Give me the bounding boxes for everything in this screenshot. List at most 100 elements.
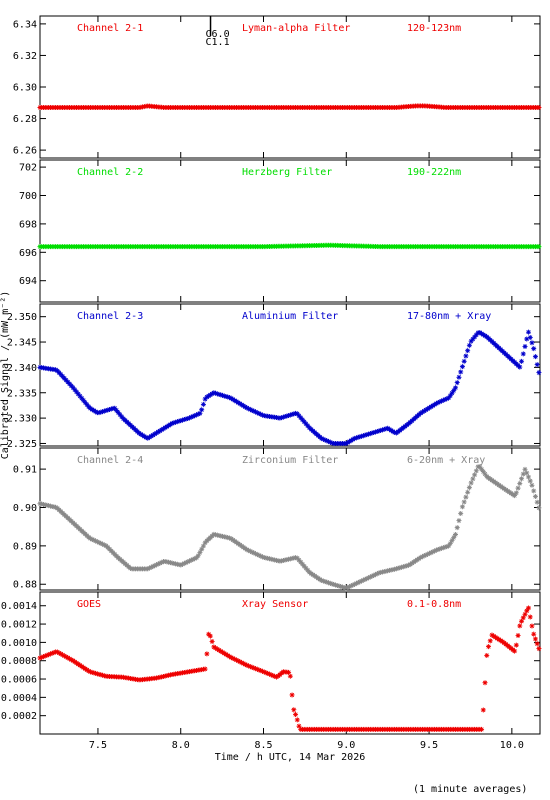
data-point — [390, 428, 396, 434]
data-point — [532, 636, 538, 642]
data-point — [513, 490, 519, 496]
data-point — [260, 668, 266, 674]
data-point — [456, 374, 462, 380]
data-point — [89, 669, 95, 675]
data-point — [525, 329, 531, 335]
data-point — [192, 413, 198, 419]
data-point — [178, 418, 184, 424]
data-point — [220, 392, 226, 398]
data-point — [492, 634, 498, 640]
data-point — [383, 426, 389, 432]
data-point — [301, 563, 307, 569]
data-point — [435, 400, 441, 406]
data-point — [204, 394, 210, 400]
data-point — [355, 580, 361, 586]
x-tick-label: 8.5 — [254, 740, 272, 751]
data-point — [96, 671, 102, 677]
data-point — [67, 656, 73, 662]
data-point — [244, 405, 250, 411]
data-point — [527, 478, 533, 484]
data-point — [300, 417, 305, 423]
data-point — [428, 404, 434, 410]
data-point — [153, 562, 159, 568]
data-point — [94, 671, 100, 677]
panel-filter-label: Zirconium Filter — [242, 455, 338, 466]
data-point — [247, 548, 253, 554]
data-point — [357, 434, 363, 440]
data-point — [527, 614, 533, 620]
data-point — [87, 536, 93, 542]
data-point — [472, 334, 478, 340]
data-point — [40, 654, 46, 660]
data-point — [393, 566, 399, 572]
data-point — [376, 428, 382, 434]
data-point — [280, 414, 286, 420]
data-point — [249, 407, 255, 413]
data-point — [180, 417, 186, 423]
data-point — [359, 578, 365, 584]
y-tick-label: 2.330 — [7, 414, 37, 425]
data-point — [235, 400, 241, 406]
data-point — [519, 476, 525, 482]
data-point — [324, 438, 330, 444]
data-point — [496, 636, 502, 642]
data-point — [534, 641, 540, 647]
data-point — [247, 664, 253, 670]
data-point — [367, 574, 373, 580]
data-point — [166, 423, 172, 429]
data-point — [246, 663, 252, 669]
data-point — [47, 651, 53, 657]
data-point — [289, 692, 295, 698]
data-point — [145, 566, 151, 572]
data-point — [79, 395, 85, 401]
data-point — [270, 673, 276, 679]
data-point — [54, 649, 60, 655]
panel-filter-label: Xray Sensor — [242, 599, 308, 610]
data-point — [324, 579, 330, 585]
panel-1: 6.26 6.28 6.30 6.32 6.34 Channel 2-1 Lyman-alp… — [13, 15, 542, 159]
data-point — [242, 404, 248, 410]
data-point — [418, 410, 424, 416]
y-tick-label: 2.350 — [7, 312, 37, 323]
data-point — [213, 645, 219, 651]
data-point — [44, 652, 50, 658]
data-point — [213, 390, 219, 396]
data-point — [253, 409, 259, 415]
y-tick-label: 2.340 — [7, 363, 37, 374]
data-point — [188, 414, 194, 420]
data-point — [459, 504, 465, 510]
data-point — [80, 397, 86, 403]
data-point — [58, 372, 64, 378]
panel-band-label: 6-20nm + Xray — [407, 455, 485, 466]
data-point — [527, 334, 533, 340]
data-point — [345, 584, 351, 590]
data-point — [446, 543, 452, 549]
data-point — [353, 580, 359, 586]
data-point — [87, 669, 93, 675]
data-point — [402, 563, 408, 569]
data-point — [190, 413, 196, 419]
data-point — [433, 401, 439, 407]
data-point — [258, 553, 264, 559]
data-point — [374, 428, 380, 434]
x-axis: 7.5 8.0 8.5 9.0 9.5 10.0 — [89, 740, 524, 751]
panel-5: 0.0002 0.0004 0.0006 0.0008 0.0010 0.0012 0.00… — [1, 591, 542, 735]
data-point — [373, 572, 379, 578]
data-point — [211, 390, 217, 396]
data-point — [477, 330, 483, 336]
data-point — [367, 431, 373, 437]
data-point — [385, 425, 391, 431]
data-point — [303, 421, 309, 427]
data-point — [444, 544, 450, 550]
data-point — [286, 412, 292, 418]
data-point — [72, 387, 78, 393]
data-point — [430, 549, 436, 555]
data-point — [336, 583, 342, 589]
data-point — [173, 419, 179, 425]
data-point — [350, 582, 356, 588]
data-point — [220, 649, 226, 655]
y-tick-label: 6.34 — [13, 19, 37, 30]
data-point — [461, 499, 467, 505]
data-point — [303, 565, 309, 571]
panel-band-label: 120-123nm — [407, 23, 461, 34]
